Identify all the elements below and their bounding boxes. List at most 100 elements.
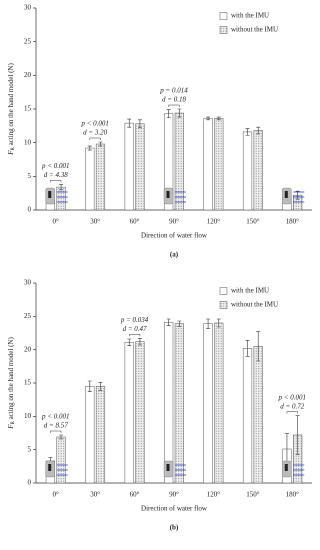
- legend-label: with the IMU: [231, 287, 269, 295]
- error-bar: [206, 318, 211, 329]
- bar: [85, 147, 95, 211]
- bar: [124, 342, 134, 484]
- y-tick-label: 20: [24, 71, 32, 79]
- y-label-subscript: R: [11, 147, 16, 151]
- error-bar: [245, 128, 250, 136]
- legend-label: without the IMU: [231, 26, 278, 34]
- y-tick-label: 0: [28, 479, 32, 487]
- y-axis-label: FR acting on the hand model (N): [7, 63, 17, 156]
- bar: [242, 348, 253, 484]
- bar: [95, 143, 106, 211]
- annotation-d: d = 4.38: [44, 171, 68, 179]
- y-tick-label: 0: [28, 206, 32, 214]
- error-bar: [137, 338, 142, 346]
- bar: [164, 322, 174, 484]
- x-tick-label: 0°: [53, 491, 60, 499]
- error-bar: [127, 118, 132, 128]
- annotation-d: d = 0.18: [162, 96, 186, 104]
- significance-bracket: [89, 137, 101, 140]
- error-bar: [166, 318, 171, 326]
- y-tick-label: 5: [28, 445, 32, 453]
- bar: [95, 386, 106, 484]
- x-tick-label: 120°: [207, 218, 221, 226]
- error-bar: [137, 119, 142, 129]
- bar: [214, 118, 224, 211]
- annotation-p: p < 0.001: [41, 413, 69, 421]
- error-bar: [177, 320, 182, 327]
- error-bar: [206, 116, 211, 121]
- annotation-d: d = 3.20: [83, 129, 107, 137]
- x-tick-label: 0°: [53, 218, 60, 226]
- sensor-icon: [166, 464, 170, 471]
- bar: [203, 323, 213, 484]
- bar: [253, 346, 263, 484]
- legend-label: with the IMU: [231, 12, 269, 20]
- legend-label: without the IMU: [231, 301, 278, 309]
- error-bar: [166, 109, 171, 119]
- y-tick-label: 25: [24, 312, 32, 320]
- y-tick-label: 15: [24, 105, 32, 113]
- caption: (a): [170, 251, 179, 259]
- bar: [85, 386, 95, 484]
- error-bar: [256, 331, 261, 362]
- annotation-d: d = 0.47: [123, 325, 147, 333]
- bar: [203, 118, 213, 211]
- error-bar: [98, 382, 103, 391]
- chart-panel: 0 5 10 15 20 25 30 FR acting on the hand model …: [7, 279, 312, 532]
- y-label-symbol: F: [7, 424, 15, 430]
- y-tick-label: 5: [28, 172, 32, 180]
- x-tick-label: 90°: [169, 491, 179, 499]
- bar: [56, 436, 66, 484]
- error-bar: [87, 145, 92, 151]
- bar: [135, 123, 145, 211]
- y-axis-label: FR acting on the hand model (N): [7, 337, 17, 430]
- error-bar: [256, 126, 261, 135]
- y-label-symbol: F: [7, 150, 15, 156]
- error-bar: [177, 108, 182, 118]
- error-bar: [216, 116, 221, 121]
- legend-swatch: [219, 12, 228, 20]
- bar: [124, 122, 134, 211]
- y-tick-label: 15: [24, 379, 32, 387]
- y-tick-label: 30: [24, 4, 32, 12]
- sensor-icon: [166, 191, 170, 198]
- error-bar: [245, 340, 250, 357]
- x-tick-label: 180°: [286, 491, 300, 499]
- y-tick-label: 25: [24, 37, 32, 45]
- bar: [242, 131, 253, 211]
- error-bar: [59, 184, 64, 191]
- y-tick-label: 20: [24, 345, 32, 353]
- caption: (b): [170, 524, 179, 532]
- annotation-p: p = 0.034: [120, 316, 149, 324]
- x-tick-label: 60°: [130, 491, 140, 499]
- bar: [174, 323, 184, 484]
- significance-bracket: [50, 430, 62, 433]
- y-tick-label: 10: [24, 138, 32, 146]
- x-axis-label: Direction of water flow: [141, 505, 208, 513]
- x-tick-label: 150°: [246, 218, 260, 226]
- significance-bracket: [168, 104, 180, 107]
- sensor-icon: [284, 191, 288, 198]
- error-bar: [127, 338, 132, 346]
- error-bar: [59, 434, 64, 440]
- annotation-p: p < 0.001: [278, 393, 306, 401]
- annotation-p: p = 0.014: [159, 87, 188, 95]
- error-bar: [98, 141, 103, 147]
- x-tick-label: 120°: [207, 491, 221, 499]
- chart-panel: 0 5 10 15 20 25 30 FR acting on the hand model …: [7, 4, 312, 259]
- x-axis-label: Direction of water flow: [141, 232, 208, 240]
- annotation-d: d = 8.57: [44, 422, 68, 430]
- annotation-d: d = 0.72: [280, 402, 304, 410]
- error-bar: [295, 190, 300, 200]
- legend-swatch: [219, 26, 228, 34]
- y-label-text: acting on the hand model (N): [7, 63, 15, 148]
- significance-bracket: [50, 180, 62, 183]
- error-bar: [87, 380, 92, 392]
- significance-bracket: [286, 411, 298, 414]
- y-tick-label: 30: [24, 279, 32, 287]
- error-bar: [216, 318, 221, 328]
- bar: [253, 130, 263, 211]
- annotation-p: p < 0.001: [41, 162, 69, 170]
- x-tick-label: 30°: [90, 491, 100, 499]
- bar: [135, 341, 145, 484]
